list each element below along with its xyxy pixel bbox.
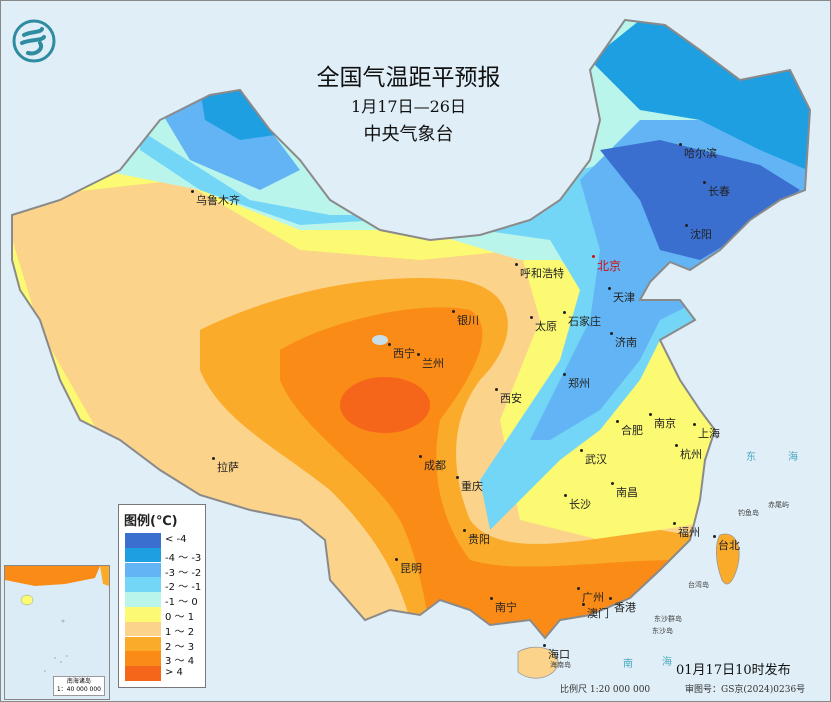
city-label: 南昌 (611, 482, 638, 499)
review-number: 审图号：GS京(2024)0236号 (685, 685, 806, 695)
legend-label: < -4 (165, 534, 187, 545)
island-label: 台湾岛 (688, 581, 709, 589)
legend-swatch (125, 636, 161, 652)
inset-map (5, 566, 109, 672)
city-label: 杭州 (675, 444, 702, 461)
city-label: 重庆 (456, 476, 483, 493)
city-label: 沈阳 (685, 224, 712, 241)
national-border (11, 18, 812, 640)
sea-label: 海 (662, 657, 672, 668)
sea-label: 海 (788, 452, 798, 463)
city-label: 合肥 (616, 420, 643, 437)
city-label: 呼和浩特 (515, 263, 564, 280)
legend-swatch (125, 651, 161, 666)
city-label: 南京 (649, 413, 676, 430)
zone-m3-m2-west (160, 90, 300, 190)
inset-title: 南海诸岛 (66, 678, 91, 685)
city-label: 贵阳 (463, 529, 490, 546)
city-label: 上海 (693, 423, 720, 440)
legend-label: -3 ～ -2 (165, 567, 202, 579)
city-label: 银川 (452, 310, 479, 327)
city-label: 兰州 (417, 353, 444, 370)
city-label: 香港 (609, 597, 636, 614)
city-label: 太原 (530, 316, 557, 333)
legend-label: 0 ～ 1 (165, 612, 195, 623)
legend-label: -2 ～ -1 (165, 582, 202, 594)
inset-caption: 南海诸岛 1：40 000 000 (52, 676, 105, 696)
legend-swatch (125, 666, 161, 681)
city-label-capital: 北京 (591, 255, 622, 273)
city-label: 长沙 (564, 494, 591, 511)
city-label: 武汉 (580, 449, 607, 466)
city-label: 乌鲁木齐 (191, 190, 240, 207)
logo-icon (12, 19, 56, 63)
city-label: 济南 (610, 332, 637, 349)
legend-swatch (125, 621, 161, 637)
legend-swatch (125, 607, 161, 622)
issue-time: 01月17日10时发布 (676, 663, 791, 678)
city-label: 长春 (703, 181, 730, 198)
legend: 图例(℃) < -4 -4 ～ -3 -3 ～ -2 -2 ～ -1 -1 ～ 0 0 ～… (118, 504, 206, 688)
legend-label: 3 ～ 4 (165, 656, 195, 668)
legend-title: 图例(℃) (124, 514, 178, 529)
island-label: 钓鱼岛 (738, 509, 759, 517)
date-range: 1月17日—26日 (351, 97, 466, 116)
zone-gt4 (340, 377, 430, 433)
city-label: 海口 (543, 644, 570, 661)
cma-logo (12, 19, 56, 67)
city-label: 石家庄 (563, 311, 601, 328)
legend-label: 1 ～ 2 (165, 626, 195, 638)
legend-label: -4 ～ -3 (165, 552, 202, 564)
map-title: 全国气温距平预报 (316, 65, 501, 91)
city-label: 哈尔滨 (679, 143, 717, 160)
inset-scale: 1：40 000 000 (56, 686, 101, 693)
legend-label: -1 ～ 0 (165, 597, 198, 609)
city-label: 昆明 (395, 558, 422, 575)
city-label: 天津 (608, 287, 635, 304)
city-label: 澳门 (582, 603, 609, 620)
issuer: 中央气象台 (363, 124, 454, 145)
legend-swatch (125, 577, 161, 592)
city-label: 广州 (577, 587, 604, 604)
island-label: 东沙岛 (652, 627, 673, 635)
legend-label: > 4 (165, 667, 183, 679)
city-label: 拉萨 (212, 457, 239, 474)
island-label: 海南岛 (550, 661, 571, 669)
sea-label: 东 (746, 452, 756, 463)
south-china-sea-inset: 南海诸岛 1：40 000 000 (4, 565, 110, 700)
island-label: 赤尾屿 (768, 501, 789, 509)
map-scale: 比例尺 1:20 000 000 (560, 685, 651, 695)
legend-swatch (125, 547, 161, 563)
city-label: 南宁 (490, 597, 517, 614)
taiwan-island (716, 533, 740, 585)
qinghai-lake (372, 335, 388, 345)
city-label: 福州 (673, 522, 700, 539)
legend-label: 2 ～ 3 (165, 641, 195, 653)
island-label: 东沙群岛 (654, 615, 682, 623)
sea-label: 南 (623, 659, 633, 670)
legend-swatch (125, 592, 161, 607)
city-label: 西安 (495, 388, 522, 405)
city-label: 郑州 (563, 373, 590, 390)
city-label: 西宁 (388, 343, 415, 360)
city-label: 台北 (713, 535, 740, 552)
hainan-island (517, 646, 559, 679)
city-label: 成都 (419, 455, 446, 472)
legend-swatch (125, 562, 161, 578)
legend-swatch (125, 533, 161, 548)
